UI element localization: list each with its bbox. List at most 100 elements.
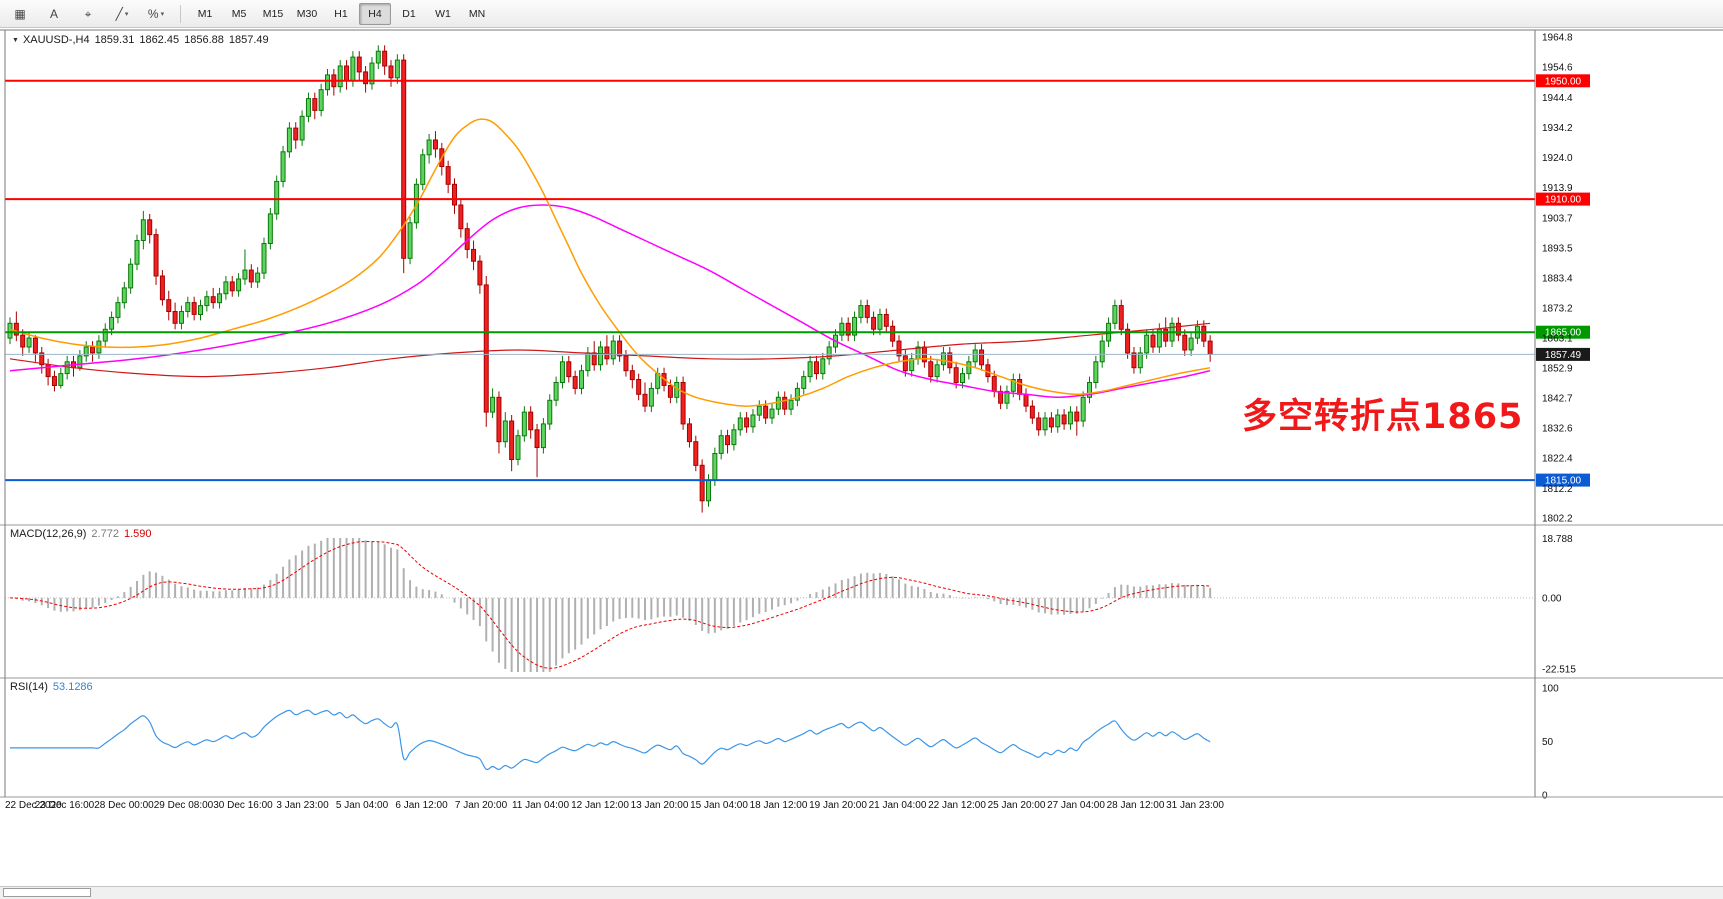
svg-text:1924.0: 1924.0 xyxy=(1542,153,1573,164)
svg-text:1802.2: 1802.2 xyxy=(1542,514,1573,525)
macd-indicator-label: MACD(12,26,9) 2.772 1.590 xyxy=(10,528,151,540)
timeframe-button-d1[interactable]: D1 xyxy=(402,7,416,20)
svg-text:1964.8: 1964.8 xyxy=(1542,33,1573,44)
annotation-text[interactable]: 多空转折点1865 xyxy=(1242,397,1524,437)
timeframe-button-h4[interactable]: H4 xyxy=(359,2,391,25)
timeframe-button-m15[interactable]: M15 xyxy=(262,7,284,20)
chevron-down-icon: ▾ xyxy=(124,10,129,18)
candles-layer xyxy=(7,45,1213,513)
svg-text:22 Jan 12:00: 22 Jan 12:00 xyxy=(928,800,986,811)
rsi-panel: 100 50 0 xyxy=(10,684,1559,802)
rsi-indicator-label: RSI(14) 53.1286 xyxy=(10,681,93,693)
svg-text:28 Dec 00:00: 28 Dec 00:00 xyxy=(94,800,154,811)
high-value: 1862.45 xyxy=(139,34,180,46)
svg-text:1863.1: 1863.1 xyxy=(1542,333,1573,344)
svg-text:1815.00: 1815.00 xyxy=(1545,476,1582,487)
chart-scrollbar[interactable] xyxy=(0,886,1723,899)
svg-text:1950.00: 1950.00 xyxy=(1545,76,1582,87)
svg-text:1954.6: 1954.6 xyxy=(1542,63,1573,74)
svg-text:1865.00: 1865.00 xyxy=(1545,328,1582,339)
svg-text:21 Jan 04:00: 21 Jan 04:00 xyxy=(869,800,927,811)
price-axis[interactable]: 1964.8 1954.6 1944.4 1934.2 1924.0 1913.9 1903… xyxy=(1542,33,1573,525)
timeframe-button-mn[interactable]: MN xyxy=(468,7,486,20)
svg-text:1934.2: 1934.2 xyxy=(1542,123,1573,134)
svg-text:1822.4: 1822.4 xyxy=(1542,454,1573,465)
percent-tool-icon: % xyxy=(147,6,159,21)
svg-text:7 Jan 20:00: 7 Jan 20:00 xyxy=(455,800,508,811)
macd-name: MACD(12,26,9) xyxy=(10,528,87,540)
svg-text:13 Jan 20:00: 13 Jan 20:00 xyxy=(631,800,689,811)
svg-text:0: 0 xyxy=(1542,791,1548,802)
svg-text:22 Dec 2020: 22 Dec 2020 xyxy=(5,800,62,811)
svg-text:15 Jan 04:00: 15 Jan 04:00 xyxy=(690,800,748,811)
close-value: 1857.49 xyxy=(228,34,269,46)
symbol-dropdown-icon: ▼ xyxy=(12,37,19,44)
percent-tool-button[interactable]: % ▾ xyxy=(140,3,172,25)
svg-text:1832.6: 1832.6 xyxy=(1542,424,1573,435)
svg-text:19 Jan 20:00: 19 Jan 20:00 xyxy=(809,800,867,811)
chevron-down-icon: ▾ xyxy=(160,10,165,18)
rsi-line xyxy=(10,709,1211,771)
draw-line-icon: ╱ xyxy=(115,6,123,21)
svg-text:1857.49: 1857.49 xyxy=(1545,350,1582,361)
svg-text:1913.9: 1913.9 xyxy=(1542,183,1573,194)
svg-text:25 Jan 20:00: 25 Jan 20:00 xyxy=(988,800,1046,811)
low-value: 1856.88 xyxy=(184,34,224,46)
svg-text:1812.2: 1812.2 xyxy=(1542,484,1573,495)
svg-text:50: 50 xyxy=(1542,737,1554,748)
macd-signal-line xyxy=(9,541,1211,669)
timeframe-button-w1[interactable]: W1 xyxy=(435,7,451,20)
svg-text:100: 100 xyxy=(1542,684,1559,695)
svg-text:18.788: 18.788 xyxy=(1542,534,1573,545)
hline-layer: 1950.00 1910.00 1865.00 1815.00 1857.49 xyxy=(5,74,1590,487)
svg-text:23 Dec 16:00: 23 Dec 16:00 xyxy=(35,800,95,811)
draw-line-button[interactable]: ╱ ▾ xyxy=(106,3,138,25)
svg-text:18 Jan 12:00: 18 Jan 12:00 xyxy=(750,800,808,811)
svg-text:11 Jan 04:00: 11 Jan 04:00 xyxy=(512,800,570,811)
svg-text:-22.515: -22.515 xyxy=(1542,664,1576,675)
scrollbar-thumb[interactable] xyxy=(3,888,91,897)
magenta-ma xyxy=(9,204,1211,399)
svg-text:30 Dec 16:00: 30 Dec 16:00 xyxy=(213,800,273,811)
svg-text:12 Jan 12:00: 12 Jan 12:00 xyxy=(571,800,629,811)
svg-text:1852.9: 1852.9 xyxy=(1542,364,1573,375)
svg-text:6 Jan 12:00: 6 Jan 12:00 xyxy=(395,800,448,811)
chart-windows-button[interactable]: ▦ xyxy=(4,3,36,25)
panel-borders xyxy=(0,29,1723,798)
svg-text:28 Jan 12:00: 28 Jan 12:00 xyxy=(1107,800,1165,811)
rsi-name: RSI(14) xyxy=(10,681,48,693)
timeframe-button-m1[interactable]: M1 xyxy=(197,7,213,20)
text-label-icon: A xyxy=(49,6,58,21)
orange-ma xyxy=(9,118,1211,407)
svg-text:29 Dec 08:00: 29 Dec 08:00 xyxy=(154,800,214,811)
crosshair-icon: ⌖ xyxy=(84,6,92,21)
toolbar-separator xyxy=(180,4,181,23)
svg-text:1944.4: 1944.4 xyxy=(1542,93,1573,104)
crosshair-button[interactable]: ⌖ xyxy=(72,3,104,25)
svg-text:3 Jan 23:00: 3 Jan 23:00 xyxy=(276,800,329,811)
timeframe-button-m5[interactable]: M5 xyxy=(231,7,247,20)
open-value: 1859.31 xyxy=(94,34,135,46)
macd-signal-value: 1.590 xyxy=(123,528,152,540)
macd-main-value: 2.772 xyxy=(91,528,119,540)
text-label-button[interactable]: A xyxy=(38,3,70,25)
svg-text:27 Jan 04:00: 27 Jan 04:00 xyxy=(1047,800,1105,811)
svg-text:1903.7: 1903.7 xyxy=(1542,213,1573,224)
rsi-value: 53.1286 xyxy=(52,681,93,693)
svg-text:1883.4: 1883.4 xyxy=(1542,273,1573,284)
svg-text:1842.7: 1842.7 xyxy=(1542,394,1573,405)
symbol-info: ▼ XAUUSD-,H4 1859.31 1862.45 1856.88 1857.49 xyxy=(12,34,269,46)
macd-panel: 18.788 0.00 -22.515 xyxy=(5,534,1576,675)
moving-averages-layer xyxy=(9,118,1211,407)
svg-text:1910.00: 1910.00 xyxy=(1545,195,1582,206)
svg-text:1873.2: 1873.2 xyxy=(1542,304,1573,315)
toolbar: ▦ A ⌖ ╱ ▾ % ▾ M1 M5 M15 M30 H1 H4 D1 W1 MN xyxy=(0,0,1723,28)
svg-text:31 Jan 23:00: 31 Jan 23:00 xyxy=(1166,800,1224,811)
timeframe-button-m30[interactable]: M30 xyxy=(296,7,318,20)
svg-text:0.00: 0.00 xyxy=(1542,593,1562,604)
svg-text:5 Jan 04:00: 5 Jan 04:00 xyxy=(336,800,389,811)
chart-windows-icon: ▦ xyxy=(14,6,26,21)
timeframe-button-h1[interactable]: H1 xyxy=(334,7,348,20)
